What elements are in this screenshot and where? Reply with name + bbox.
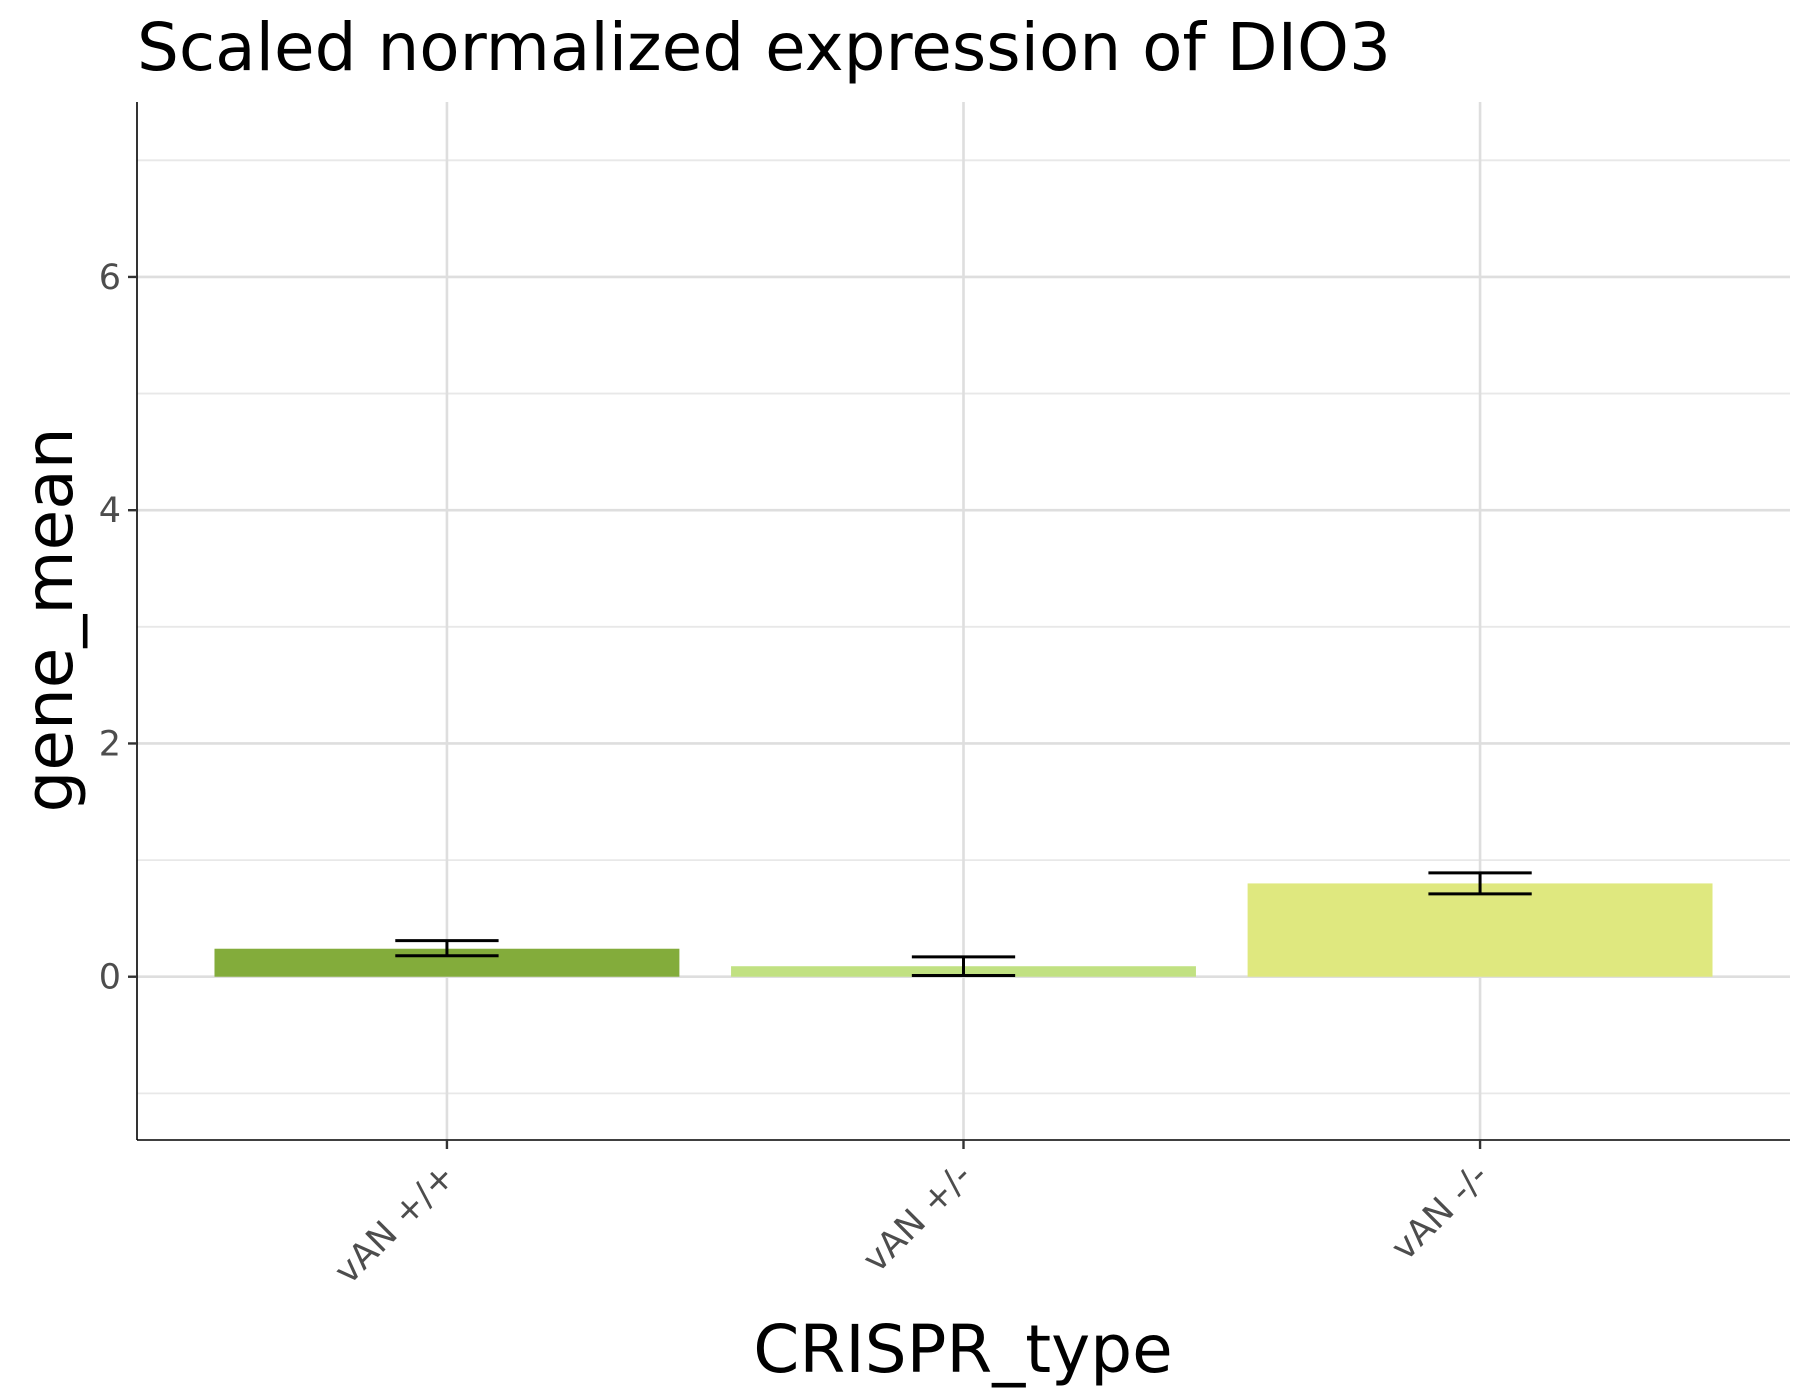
y-tick-label-1: 2	[99, 724, 121, 764]
x-axis-title: CRISPR_type	[753, 1311, 1172, 1388]
tick-labels: 0 2 4 6 vAN +/+ vAN +/- vAN -/-	[99, 258, 1497, 1292]
error-bars	[395, 871, 1532, 978]
bars	[214, 883, 1713, 977]
y-tick-label-3: 6	[99, 258, 121, 298]
error-bar-0	[395, 939, 499, 958]
axes	[128, 102, 1790, 1149]
error-bar-2	[1428, 871, 1532, 896]
x-tick-label-1: vAN +/-	[856, 1156, 980, 1280]
x-tick-label-2: vAN -/-	[1384, 1156, 1496, 1268]
bar-2	[1247, 883, 1713, 977]
y-tick-label-2: 4	[99, 491, 121, 531]
y-axis-title: gene_mean	[11, 427, 88, 812]
x-tick-label-0: vAN +/+	[327, 1156, 463, 1292]
grid	[137, 102, 1790, 1140]
error-bar-1	[911, 955, 1016, 978]
y-tick-label-0: 0	[99, 958, 121, 998]
chart-title: Scaled normalized expression of DIO3	[137, 9, 1391, 86]
